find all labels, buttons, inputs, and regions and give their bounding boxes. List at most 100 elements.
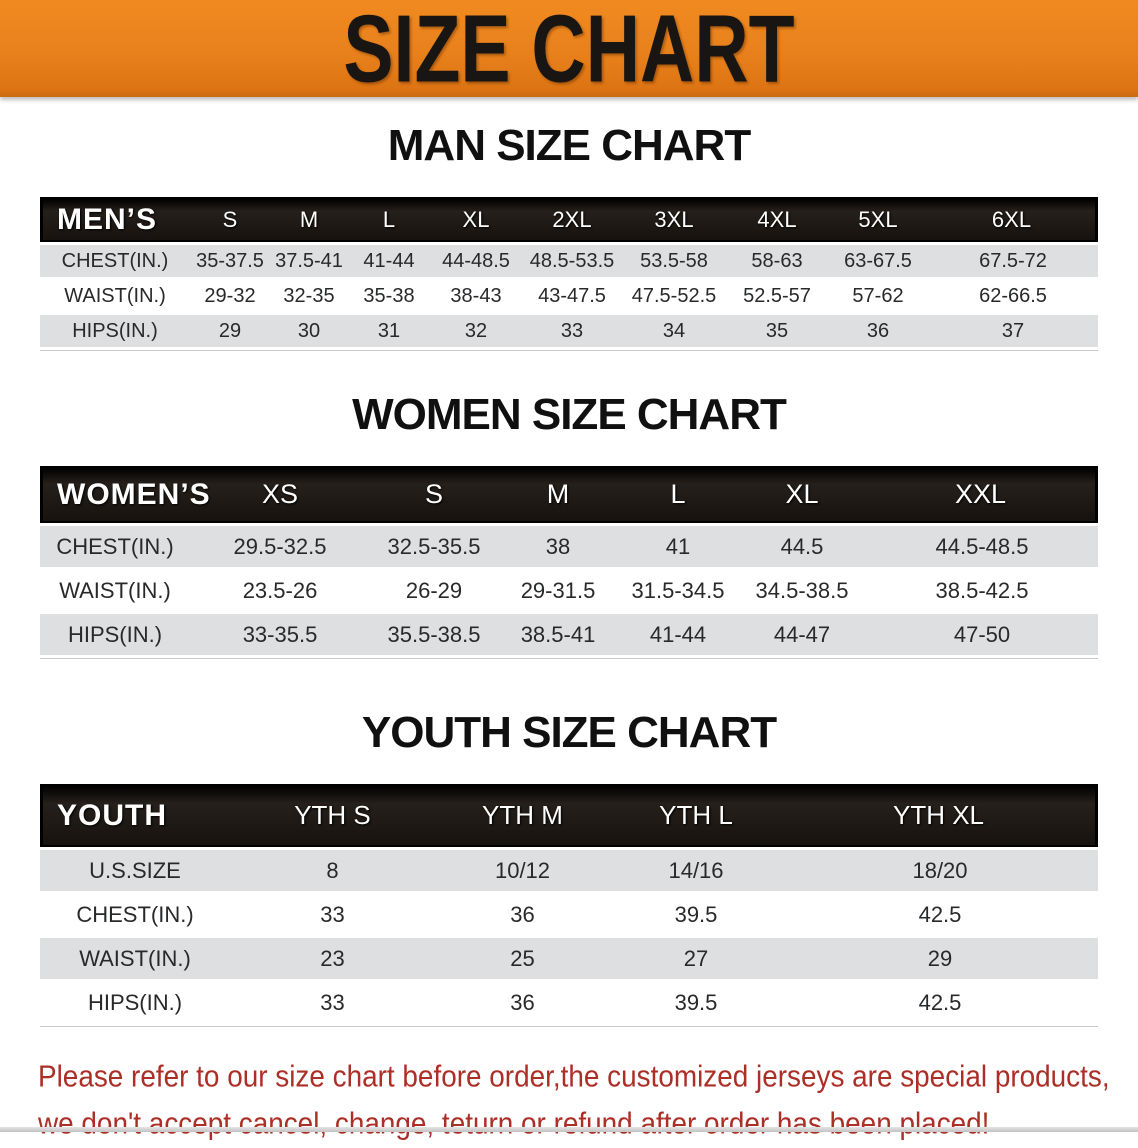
size-column-header: S bbox=[370, 466, 498, 523]
size-value: 34.5-38.5 bbox=[738, 570, 866, 611]
size-value: 26-29 bbox=[370, 570, 498, 611]
size-chart-banner: SIZE CHART bbox=[0, 0, 1138, 97]
table-row: WAIST(IN.) 29-32 32-35 35-38 38-43 43-47.5 47.… bbox=[40, 280, 1098, 312]
youth-size-heading: YOUTH SIZE CHART bbox=[361, 708, 777, 757]
size-value: 33 bbox=[230, 982, 435, 1023]
size-value: 42.5 bbox=[782, 894, 1098, 935]
women-size-section: WOMEN SIZE CHART WOMEN’S XS S M L XL XXL CHEST(… bbox=[0, 393, 1138, 659]
size-value: 39.5 bbox=[610, 894, 782, 935]
measurement-label: HIPS(IN.) bbox=[40, 315, 190, 347]
size-value: 41-44 bbox=[348, 245, 430, 277]
size-value: 33-35.5 bbox=[190, 614, 370, 655]
table-header-row: YOUTH YTH S YTH M YTH L YTH XL bbox=[40, 784, 1098, 847]
table-row: HIPS(IN.) 33-35.5 35.5-38.5 38.5-41 41-44 44-… bbox=[40, 614, 1098, 655]
size-value: 41-44 bbox=[618, 614, 738, 655]
size-value: 63-67.5 bbox=[828, 245, 928, 277]
size-column-header: 5XL bbox=[828, 197, 928, 242]
size-value: 36 bbox=[435, 894, 610, 935]
table-row: CHEST(IN.) 33 36 39.5 42.5 bbox=[40, 894, 1098, 935]
size-value: 32-35 bbox=[270, 280, 348, 312]
size-value: 42.5 bbox=[782, 982, 1098, 1023]
size-value: 44.5 bbox=[738, 526, 866, 567]
table-corner-label: WOMEN’S bbox=[40, 466, 210, 523]
size-value: 38.5-42.5 bbox=[866, 570, 1098, 611]
table-row: WAIST(IN.) 23 25 27 29 bbox=[40, 938, 1098, 979]
table-row: WAIST(IN.) 23.5-26 26-29 29-31.5 31.5-34.5 34… bbox=[40, 570, 1098, 611]
size-column-header: L bbox=[618, 466, 738, 523]
measurement-label: WAIST(IN.) bbox=[40, 280, 190, 312]
size-value: 47.5-52.5 bbox=[622, 280, 726, 312]
size-value: 31.5-34.5 bbox=[618, 570, 738, 611]
size-value: 29-31.5 bbox=[498, 570, 618, 611]
table-corner-label: MEN’S bbox=[40, 197, 190, 242]
table-row: U.S.SIZE 8 10/12 14/16 18/20 bbox=[40, 850, 1098, 891]
size-value: 34 bbox=[622, 315, 726, 347]
measurement-label: HIPS(IN.) bbox=[40, 614, 190, 655]
table-row: CHEST(IN.) 29.5-32.5 32.5-35.5 38 41 44.5 44.5… bbox=[40, 526, 1098, 567]
size-value: 43-47.5 bbox=[522, 280, 622, 312]
size-value: 47-50 bbox=[866, 614, 1098, 655]
youth-size-table: YOUTH YTH S YTH M YTH L YTH XL U.S.SIZE 8 10/12… bbox=[40, 781, 1098, 1027]
size-column-header: 2XL bbox=[522, 197, 622, 242]
women-size-table: WOMEN’S XS S M L XL XXL CHEST(IN.) 29.5-32.5 32.5… bbox=[40, 463, 1098, 659]
table-header-row: MEN’S S M L XL 2XL 3XL 4XL 5XL 6XL bbox=[40, 197, 1098, 242]
size-value: 44-47 bbox=[738, 614, 866, 655]
size-value: 36 bbox=[435, 982, 610, 1023]
disclaimer-line: we don't accept cancel, change, teturn o… bbox=[38, 1106, 990, 1141]
size-value: 33 bbox=[522, 315, 622, 347]
size-value: 35-38 bbox=[348, 280, 430, 312]
size-column-header: XL bbox=[430, 197, 522, 242]
size-column-header: YTH M bbox=[435, 784, 610, 847]
size-value: 37.5-41 bbox=[270, 245, 348, 277]
measurement-label: HIPS(IN.) bbox=[40, 982, 230, 1023]
size-value: 44-48.5 bbox=[430, 245, 522, 277]
size-value: 32 bbox=[430, 315, 522, 347]
measurement-label: CHEST(IN.) bbox=[40, 245, 190, 277]
size-value: 35-37.5 bbox=[190, 245, 270, 277]
size-value: 48.5-53.5 bbox=[522, 245, 622, 277]
size-value: 38 bbox=[498, 526, 618, 567]
size-value: 39.5 bbox=[610, 982, 782, 1023]
man-size-section: MAN SIZE CHART MEN’S S M L XL 2XL 3XL 4XL 5XL 6XL… bbox=[0, 124, 1138, 351]
man-size-heading: MAN SIZE CHART bbox=[387, 121, 751, 170]
men-size-table: MEN’S S M L XL 2XL 3XL 4XL 5XL 6XL CHEST(IN.) 35-37… bbox=[40, 194, 1098, 351]
size-value: 38.5-41 bbox=[498, 614, 618, 655]
size-value: 52.5-57 bbox=[726, 280, 828, 312]
size-value: 53.5-58 bbox=[622, 245, 726, 277]
size-value: 10/12 bbox=[435, 850, 610, 891]
size-column-header: M bbox=[270, 197, 348, 242]
banner-title: SIZE CHART bbox=[343, 0, 795, 97]
size-value: 37 bbox=[928, 315, 1098, 347]
size-value: 25 bbox=[435, 938, 610, 979]
size-value: 29 bbox=[190, 315, 270, 347]
measurement-label: U.S.SIZE bbox=[40, 850, 230, 891]
size-value: 36 bbox=[828, 315, 928, 347]
size-value: 35.5-38.5 bbox=[370, 614, 498, 655]
size-value: 23 bbox=[230, 938, 435, 979]
measurement-label: CHEST(IN.) bbox=[40, 526, 190, 567]
youth-size-section: YOUTH SIZE CHART YOUTH YTH S YTH M YTH L YTH… bbox=[0, 711, 1138, 1027]
disclaimer-line: Please refer to our size chart before or… bbox=[38, 1059, 1110, 1094]
size-column-header: 6XL bbox=[928, 197, 1098, 242]
size-value: 58-63 bbox=[726, 245, 828, 277]
size-value: 44.5-48.5 bbox=[866, 526, 1098, 567]
size-column-header: XS bbox=[190, 466, 370, 523]
table-row: CHEST(IN.) 35-37.5 37.5-41 41-44 44-48.5 48.5… bbox=[40, 245, 1098, 277]
size-value: 31 bbox=[348, 315, 430, 347]
disclaimer: Please refer to our size chart before or… bbox=[38, 1053, 1138, 1147]
size-column-header: XL bbox=[738, 466, 866, 523]
measurement-label: WAIST(IN.) bbox=[40, 570, 190, 611]
size-value: 33 bbox=[230, 894, 435, 935]
size-value: 27 bbox=[610, 938, 782, 979]
table-row: HIPS(IN.) 29 30 31 32 33 34 35 36 37 bbox=[40, 315, 1098, 347]
size-value: 8 bbox=[230, 850, 435, 891]
size-value: 23.5-26 bbox=[190, 570, 370, 611]
size-column-header: XXL bbox=[866, 466, 1098, 523]
measurement-label: CHEST(IN.) bbox=[40, 894, 230, 935]
size-value: 38-43 bbox=[430, 280, 522, 312]
table-corner-label: YOUTH bbox=[40, 784, 230, 847]
table-header-row: WOMEN’S XS S M L XL XXL bbox=[40, 466, 1098, 523]
size-column-header: 3XL bbox=[622, 197, 726, 242]
size-value: 18/20 bbox=[782, 850, 1098, 891]
size-value: 57-62 bbox=[828, 280, 928, 312]
